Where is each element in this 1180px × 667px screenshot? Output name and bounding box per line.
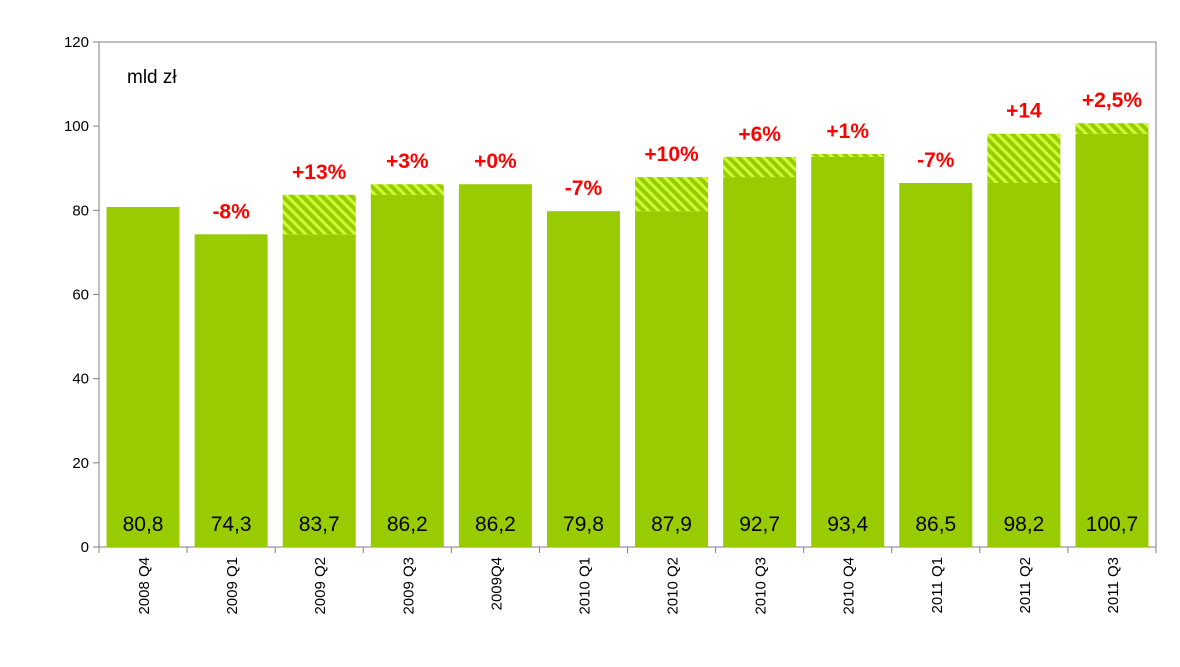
bar-value-label: 92,7: [739, 513, 780, 536]
y-tick-label: 60: [72, 287, 89, 304]
change-label: -8%: [212, 200, 250, 223]
y-tick-label: 100: [64, 118, 89, 135]
bar-value-label: 79,8: [563, 513, 604, 536]
change-label: +0%: [474, 150, 517, 173]
bar: [899, 182, 973, 547]
x-tick-label: 2010 Q3: [753, 557, 770, 615]
change-label: +1%: [826, 120, 869, 143]
bar: [1075, 133, 1149, 547]
x-tick-label: 2010 Q1: [576, 557, 593, 615]
bar-increase-hatch: [811, 153, 885, 157]
bar-value-label: 74,3: [211, 513, 252, 536]
bar: [106, 206, 180, 547]
bar-increase-hatch: [1075, 123, 1149, 134]
y-tick-label: 80: [72, 202, 89, 219]
y-tick-label: 40: [72, 371, 89, 388]
x-tick-label: 2011 Q2: [1017, 557, 1034, 613]
bar-value-label: 100,7: [1086, 513, 1139, 536]
unit-label: mld zł: [127, 67, 177, 88]
bar: [194, 234, 268, 547]
bar-value-label: 80,8: [123, 513, 164, 536]
bar: [282, 234, 356, 547]
bar-value-label: 86,2: [475, 513, 516, 536]
bar: [723, 177, 797, 547]
bar-value-label: 87,9: [651, 513, 692, 536]
x-tick-label: 2010 Q4: [841, 557, 858, 615]
bar-increase-hatch: [723, 156, 797, 178]
change-label: +6%: [738, 123, 781, 146]
plot-area: [98, 41, 1157, 548]
x-tick-label: 2011 Q1: [929, 557, 946, 613]
bar-value-label: 98,2: [1003, 513, 1044, 536]
y-axis: 0 20 40 60 80 100 120: [64, 34, 99, 556]
change-label: +2,5%: [1082, 89, 1142, 112]
y-tick-label: 0: [81, 539, 89, 556]
change-label: +14: [1006, 100, 1042, 123]
bar: [987, 182, 1061, 547]
change-label: +13%: [292, 161, 347, 184]
bar-value-label: 86,2: [387, 513, 428, 536]
bars: 80,8 2008 Q4 74,3 -8% 2009 Q1 83,7 +13% 2009 Q2…: [98, 89, 1157, 615]
bar: [458, 184, 532, 547]
bar-value-label: 93,4: [827, 513, 868, 536]
bar-value-label: 83,7: [299, 513, 340, 536]
x-tick-label: 2009Q4: [488, 557, 505, 610]
x-tick-label: 2011 Q3: [1105, 557, 1122, 613]
bar-increase-hatch: [987, 133, 1061, 183]
y-tick-label: 20: [72, 455, 89, 472]
bar-increase-hatch: [370, 184, 444, 195]
bar: [546, 211, 620, 548]
change-label: +10%: [644, 143, 699, 166]
y-tick-label: 120: [64, 34, 89, 51]
change-label: +3%: [386, 150, 429, 173]
x-tick-label: 2010 Q2: [665, 557, 682, 615]
change-label: -7%: [565, 177, 603, 200]
bar: [635, 211, 709, 548]
x-tick-label: 2009 Q2: [312, 557, 329, 615]
bar: [370, 194, 444, 547]
x-tick-label: 2008 Q4: [136, 557, 153, 615]
change-label: -7%: [917, 149, 955, 172]
x-tick-label: 2009 Q1: [224, 557, 241, 615]
bar-value-label: 86,5: [915, 513, 956, 536]
bar-increase-hatch: [635, 177, 709, 212]
x-tick-label: 2009 Q3: [400, 557, 417, 615]
bar: [811, 156, 885, 547]
bar-increase-hatch: [282, 194, 356, 235]
